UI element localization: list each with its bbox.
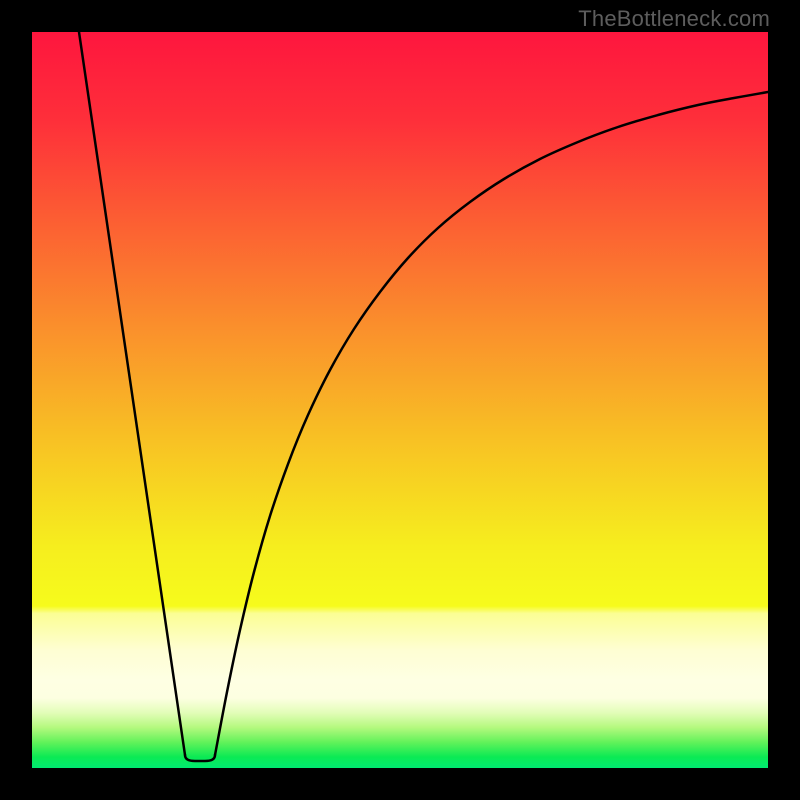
curve-left-branch bbox=[79, 32, 185, 755]
curve-right-branch bbox=[215, 92, 768, 755]
curve-layer bbox=[32, 32, 768, 768]
chart-frame: TheBottleneck.com bbox=[0, 0, 800, 800]
watermark-text: TheBottleneck.com bbox=[578, 6, 770, 32]
plot-area bbox=[32, 32, 768, 768]
curve-notch-outline bbox=[185, 755, 215, 761]
